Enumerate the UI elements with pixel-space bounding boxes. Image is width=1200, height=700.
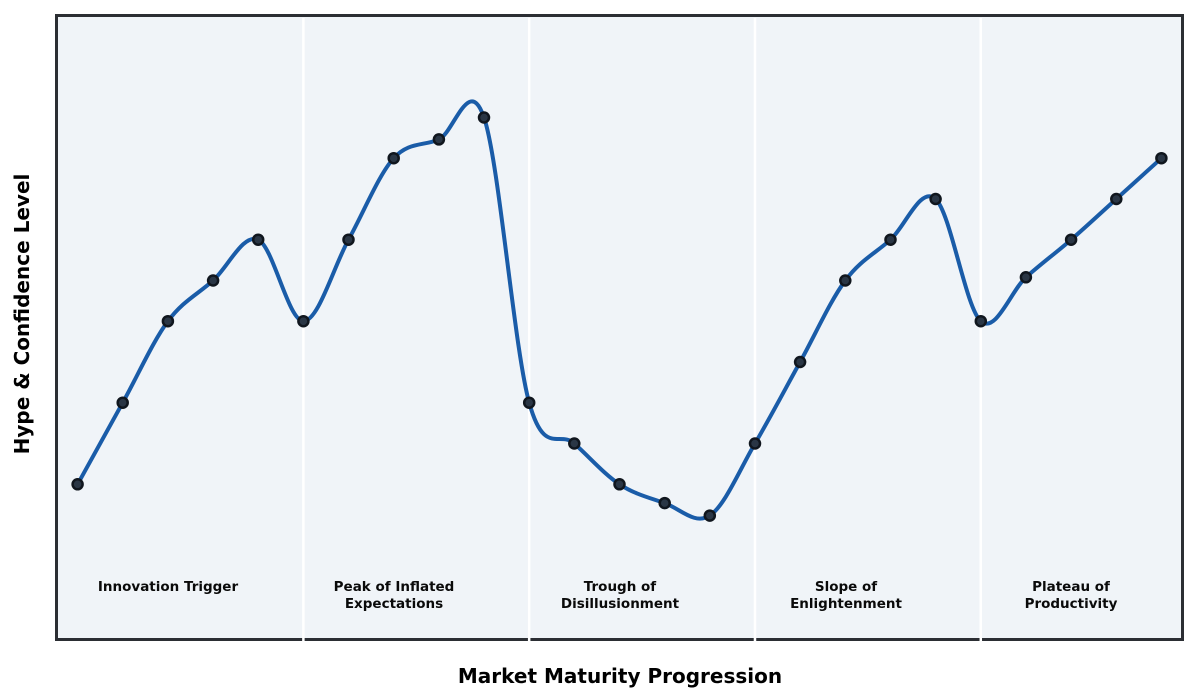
data-point-marker — [161, 314, 175, 328]
data-point-marker — [387, 151, 400, 165]
data-point-marker — [116, 396, 129, 409]
y-axis-label: Hype & Confidence Level — [10, 173, 34, 455]
plot-background — [55, 14, 1184, 641]
data-point-marker — [297, 314, 310, 328]
hype-curve-line — [75, 99, 1164, 521]
data-point-marker — [522, 396, 536, 409]
data-point-marker — [793, 355, 807, 369]
data-point-marker — [974, 314, 988, 328]
data-point-marker — [658, 496, 671, 510]
data-point-marker — [71, 478, 84, 491]
data-point-marker — [1064, 233, 1078, 246]
phase-label-peak-of-inflated-expectations: Peak of Inflated Expectations — [333, 579, 455, 612]
plot-border — [55, 14, 1184, 641]
data-point-marker — [748, 437, 762, 450]
x-axis-label: Market Maturity Progression — [457, 664, 783, 688]
phase-label-trough-of-disillusionment: Trough of Disillusionment — [560, 579, 680, 612]
data-point-marker — [342, 233, 355, 246]
data-point-marker — [703, 509, 717, 522]
phase-label-innovation-trigger: Innovation Trigger — [97, 579, 239, 595]
phase-label-plateau-of-productivity: Plateau of Productivity — [1024, 579, 1118, 612]
data-point-marker — [929, 192, 942, 206]
data-point-marker — [884, 233, 897, 246]
data-point-marker — [206, 274, 220, 287]
data-point-marker — [568, 437, 581, 450]
data-point-marker — [613, 478, 626, 491]
data-point-marker — [432, 133, 446, 146]
data-point-marker — [839, 274, 852, 287]
data-point-marker — [1155, 151, 1168, 165]
data-point-marker — [1019, 271, 1033, 284]
data-point-marker — [1110, 192, 1123, 206]
data-point-marker — [251, 233, 265, 246]
phase-label-slope-of-enlightenment: Slope of Enlightenment — [790, 579, 902, 612]
data-point-marker — [477, 111, 491, 124]
